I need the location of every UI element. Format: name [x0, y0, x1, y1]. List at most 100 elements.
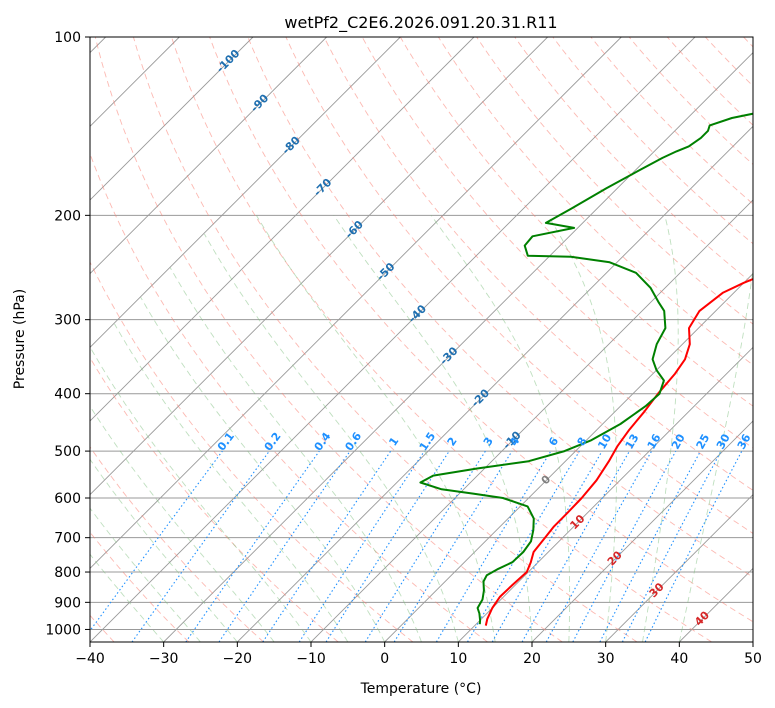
- x-tick-label: 50: [744, 651, 762, 667]
- isotherm-gridline: [90, 37, 696, 642]
- mixing-ratio-label: 2: [445, 435, 460, 449]
- mixing-ratio-label: 30: [714, 432, 733, 452]
- dry-adiabat: [94, 37, 563, 642]
- dry-adiabat: [90, 356, 339, 642]
- isotherm-gridline: [679, 567, 753, 642]
- isotherm-label: -70: [311, 176, 334, 199]
- x-tick-label: −10: [296, 651, 326, 667]
- y-tick-label: 100: [54, 30, 81, 46]
- dry-adiabat: [590, 37, 753, 205]
- mixing-ratio-label: 3: [481, 435, 496, 448]
- moist-adiabat: [256, 215, 496, 642]
- y-tick-label: 1000: [45, 622, 81, 638]
- dry-adiabat: [90, 261, 414, 642]
- dry-adiabat: [476, 37, 753, 325]
- isotherm-label: -100: [214, 47, 243, 76]
- chart-title: wetPf2_C2E6.2026.091.20.31.R11: [284, 13, 557, 33]
- dry-adiabat: [323, 37, 753, 491]
- mixing-ratio-label: 36: [735, 432, 754, 452]
- y-tick-label: 500: [54, 444, 81, 460]
- mixing-ratio-line: [131, 450, 270, 642]
- isotherm-label: -40: [406, 302, 429, 325]
- mixing-ratio-label: 0.1: [215, 430, 237, 453]
- isotherm-gridline: [310, 199, 753, 642]
- dry-adiabat: [171, 37, 712, 642]
- dry-adiabat: [704, 37, 753, 87]
- isotherm-gridline: [90, 37, 622, 569]
- dry-adiabat: [209, 37, 753, 623]
- dry-adiabat: [90, 446, 264, 642]
- x-tick-label: 10: [449, 651, 467, 667]
- dry-adiabat-label: 40: [692, 608, 712, 628]
- isotherm-gridline: [605, 494, 753, 642]
- y-tick-label: 900: [54, 595, 81, 611]
- mixing-ratio-line: [644, 450, 743, 642]
- isotherm-label: -60: [343, 218, 366, 241]
- y-tick-label: 300: [54, 313, 81, 329]
- x-tick-label: 0: [380, 651, 389, 667]
- y-tick-label: 700: [54, 531, 81, 547]
- dry-adiabat: [552, 37, 753, 245]
- dry-adiabat: [285, 37, 753, 535]
- mixing-ratio-line: [325, 450, 450, 642]
- dry-adiabat-label: 0: [539, 472, 554, 487]
- moist-adiabat: [204, 233, 459, 642]
- moist-adiabat: [547, 215, 617, 642]
- dry-adiabat: [247, 37, 753, 578]
- moist-adiabat: [90, 347, 312, 642]
- isotherm-gridline: [90, 37, 401, 348]
- y-tick-label: 400: [54, 387, 81, 403]
- x-tick-label: −20: [223, 651, 253, 667]
- dry-adiabat: [438, 37, 753, 366]
- mixing-ratio-label: 20: [669, 432, 688, 452]
- isotherm-label: -50: [374, 260, 397, 283]
- isotherm-label: -20: [469, 386, 492, 409]
- dewpoint-profile-line: [419, 112, 753, 625]
- isotherm-label: -90: [248, 91, 271, 114]
- x-tick-label: 30: [597, 651, 615, 667]
- mixing-ratio-line: [90, 450, 223, 632]
- mixing-ratio-label: 1.5: [417, 430, 439, 453]
- dry-adiabat: [132, 37, 638, 642]
- isotherm-gridline: [458, 346, 753, 642]
- isotherm-gridline: [384, 273, 753, 642]
- mixing-ratio-line: [467, 450, 580, 642]
- y-tick-label: 600: [54, 491, 81, 507]
- mixing-ratio-label: 25: [694, 432, 713, 452]
- mixing-ratio-label: 0.4: [312, 430, 334, 454]
- isotherm-gridline: [237, 125, 753, 642]
- moist-adiabat: [90, 405, 275, 642]
- mixing-ratio-line: [435, 450, 552, 642]
- moist-adiabat: [90, 553, 165, 642]
- isotherm-gridline: [163, 52, 753, 642]
- mixing-ratio-line: [185, 450, 320, 642]
- moist-adiabat: [169, 267, 422, 642]
- isotherm-gridline: [90, 37, 254, 201]
- moist-adiabat: [90, 458, 238, 642]
- temperature-profile-line: [484, 278, 753, 626]
- mixing-ratio-label: 1: [386, 435, 401, 449]
- x-axis-title: Temperature (°C): [360, 681, 482, 697]
- x-tick-label: 40: [670, 651, 688, 667]
- mixing-ratio-label: 16: [645, 432, 664, 452]
- dry-adiabat-label: 20: [605, 548, 625, 568]
- y-tick-label: 800: [54, 565, 81, 581]
- dry-adiabat: [666, 37, 753, 126]
- mixing-ratio-line: [521, 450, 630, 642]
- moist-adiabat: [140, 297, 386, 642]
- isotherm-gridline: [90, 37, 327, 275]
- plot-frame: [89, 36, 754, 643]
- moist-adiabat: [114, 323, 349, 642]
- isotherm-label: -30: [437, 344, 460, 367]
- y-tick-label: 200: [54, 208, 81, 224]
- mixing-ratio-label: 10: [595, 431, 614, 451]
- moist-adiabat: [430, 215, 571, 642]
- isotherm-label: -80: [280, 134, 303, 157]
- dry-adiabat: [514, 37, 753, 285]
- x-tick-label: −30: [149, 651, 179, 667]
- mixing-ratio-label: 0.6: [342, 430, 364, 454]
- mixing-ratio-line: [218, 450, 351, 642]
- isotherm-gridline: [531, 420, 753, 642]
- dry-adiabat: [90, 531, 190, 642]
